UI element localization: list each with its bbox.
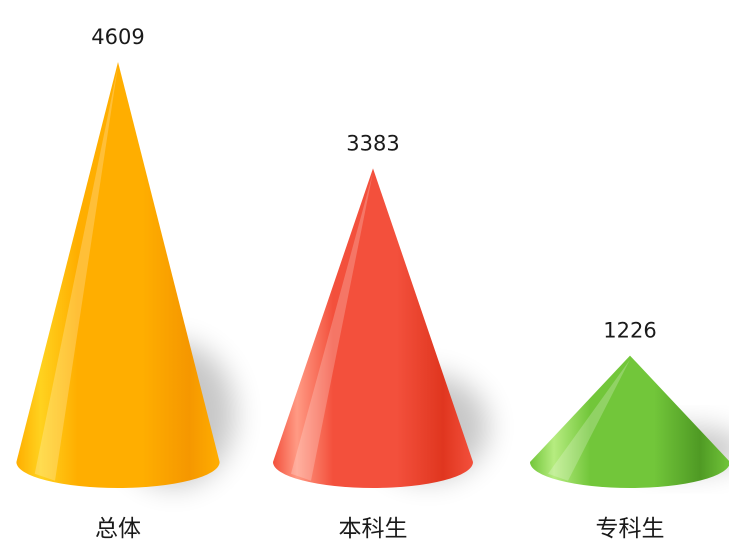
value-label-junior: 1226 (603, 319, 656, 343)
cone-highlight-total (34, 66, 118, 481)
cone-total (16, 62, 220, 488)
cone-undergrad (273, 168, 473, 489)
cone-highlight-junior (548, 359, 630, 481)
value-label-total: 4609 (91, 25, 144, 49)
labels: 4609 总体 3383 本科生 1226 专科生 (91, 25, 664, 542)
category-label-junior: 专科生 (596, 516, 665, 542)
cone-highlight-undergrad (291, 172, 373, 481)
cone-junior (530, 355, 729, 488)
cones (16, 62, 729, 489)
value-label-undergrad: 3383 (346, 131, 399, 155)
category-label-total: 总体 (95, 516, 141, 542)
category-label-undergrad: 本科生 (339, 516, 408, 542)
